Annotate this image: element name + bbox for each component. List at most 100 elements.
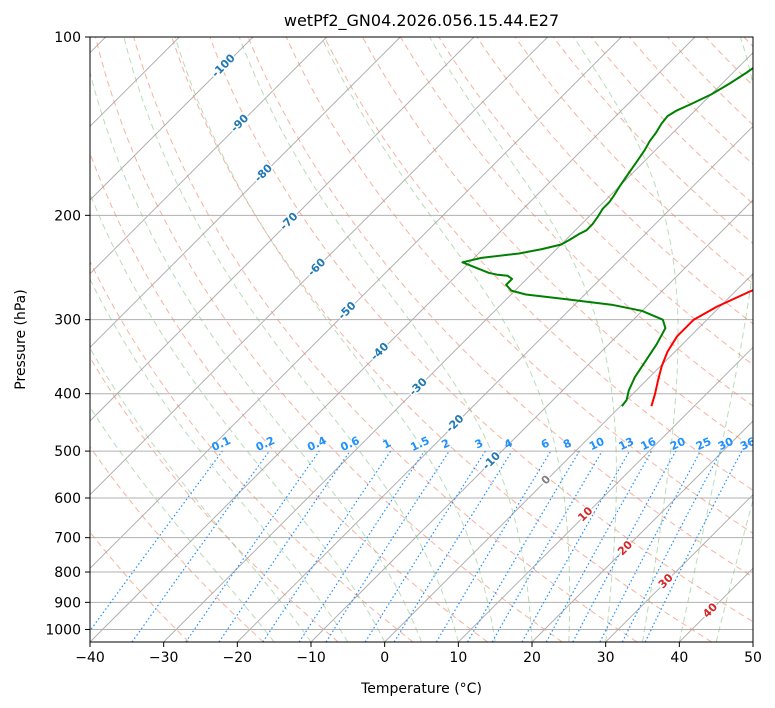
moist-adiabat-line [573, 37, 679, 642]
mixing-ratio-line [393, 450, 513, 642]
moist-adiabat-line [123, 37, 459, 642]
mixing-ratio-line [466, 450, 580, 642]
y-tick-label: 800 [54, 565, 81, 581]
dry-adiabat-line [90, 356, 339, 642]
mixing-ratio-line [131, 450, 270, 642]
x-tick-label: 30 [597, 650, 615, 666]
isotherm-line [163, 51, 753, 642]
background-lines [90, 37, 753, 642]
isotherm-label: -20 [443, 412, 466, 435]
dry-adiabat-line [90, 151, 488, 642]
dewpoint-profile-line [461, 66, 753, 407]
mixing-ratio-line [435, 450, 552, 642]
mixing-ratio-line [185, 450, 320, 642]
isotherm-label: -40 [368, 340, 391, 363]
mixing-ratio-label: 8 [561, 436, 573, 451]
mixing-ratio-label: 6 [539, 436, 552, 451]
mixing-ratio-line [262, 450, 392, 642]
series-group [461, 66, 753, 407]
x-tick-label: 10 [449, 650, 467, 666]
mixing-ratio-line [218, 450, 351, 642]
x-tick-label: 40 [670, 650, 688, 666]
y-tick-label: 500 [54, 444, 81, 460]
mixing-ratio-line [325, 450, 450, 642]
isotherm-line [310, 199, 753, 642]
mixing-ratio-line [491, 450, 603, 642]
moist-adiabat-line [90, 278, 349, 642]
x-tick-label: −20 [223, 650, 253, 666]
dry-adiabat-line [400, 37, 753, 407]
y-tick-label: 1000 [45, 622, 81, 638]
isotherm-label: -100 [209, 51, 238, 80]
mixing-ratio-line [364, 450, 486, 642]
mixing-ratio-line [572, 450, 677, 642]
dry-adiabat-line [247, 37, 753, 578]
moist-adiabat-line [320, 37, 571, 642]
x-tick-label: 20 [523, 650, 541, 666]
mixing-ratio-label: 20 [668, 435, 688, 453]
mixing-ratio-label: 30 [716, 435, 736, 453]
dry-adiabat-line [629, 37, 753, 165]
x-tick-label: −40 [75, 650, 105, 666]
dry-adiabat-line [514, 37, 753, 285]
dry-adiabat-line [552, 37, 753, 245]
isotherm-line [90, 37, 475, 422]
isotherm-line [236, 125, 753, 642]
moist-adiabat-line [678, 37, 753, 642]
y-tick-label: 400 [54, 387, 81, 403]
isotherm-line [752, 641, 753, 642]
mixing-ratio-line [298, 450, 425, 642]
dry-adiabat-line [90, 445, 264, 642]
y-tick-label: 100 [54, 30, 81, 46]
mixing-ratio-label: 10 [587, 435, 607, 453]
dry-adiabat-line [362, 37, 753, 449]
y-tick-label: 300 [54, 313, 81, 329]
temperature-profile-line [650, 289, 753, 407]
isotherm-line [457, 346, 753, 642]
isotherm-line [90, 37, 254, 201]
moist-adiabat-line [715, 498, 753, 642]
isotherm-line [90, 37, 328, 275]
isotherm-label: 10 [575, 504, 595, 524]
dry-adiabat-line [667, 37, 753, 126]
dry-adiabat-line [476, 37, 753, 325]
dry-adiabat-line [90, 260, 414, 642]
isotherm-label: -60 [305, 255, 328, 278]
isotherm-line [531, 420, 753, 642]
mixing-ratio-line [545, 450, 653, 642]
mixing-ratio-line [599, 450, 702, 642]
chart-title: wetPf2_GN04.2026.056.15.44.E27 [284, 11, 559, 31]
mixing-ratio-line [90, 450, 223, 632]
mixing-ratio-label: 16 [639, 435, 659, 453]
isotherm-label: 0 [539, 472, 554, 487]
mixing-ratio-line [521, 450, 631, 642]
isotherm-line [90, 37, 549, 496]
x-axis: −40 −30 −20 −10 0 10 20 30 40 50 [75, 642, 762, 666]
x-tick-label: 50 [744, 650, 762, 666]
moist-adiabat-line [429, 37, 617, 642]
dry-adiabat-line [133, 37, 638, 642]
y-tick-label: 900 [54, 595, 81, 611]
moist-adiabat-line [90, 192, 386, 642]
isotherm-line [605, 493, 753, 642]
x-tick-label: −10 [296, 650, 326, 666]
y-tick-label: 700 [54, 531, 81, 547]
isotherm-label: -90 [228, 111, 251, 134]
moist-adiabat-line [174, 37, 496, 642]
dry-adiabat-line [743, 37, 753, 48]
isotherm-line [90, 37, 696, 642]
mixing-ratio-label: 3 [473, 436, 485, 451]
moist-adiabat-line [238, 37, 533, 642]
isotherm-label: -30 [406, 375, 429, 398]
isotherm-line [90, 37, 401, 349]
mixing-ratio-label: 25 [694, 435, 713, 453]
mixing-ratio-label: 1 [381, 436, 393, 451]
moist-adiabat-line [90, 70, 422, 642]
moist-adiabat-line [90, 347, 312, 642]
dry-adiabat-line [438, 37, 753, 366]
dry-adiabat-line [209, 37, 753, 623]
x-axis-label: Temperature (°C) [360, 681, 482, 697]
x-tick-label: −30 [149, 650, 179, 666]
isotherm-line [90, 37, 622, 570]
